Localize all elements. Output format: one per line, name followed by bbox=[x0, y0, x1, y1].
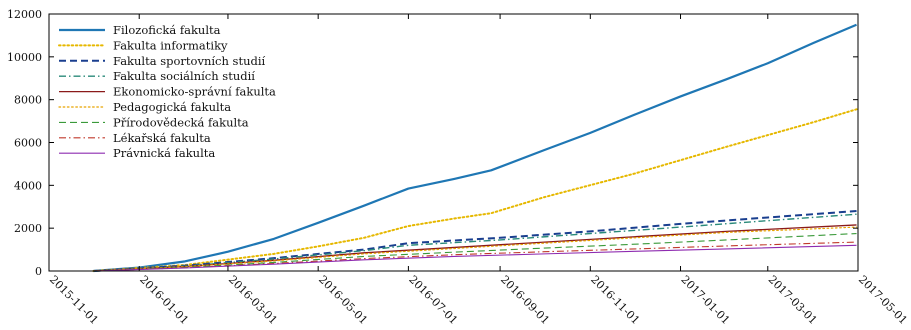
x-tick-label: 2017-01-01 bbox=[678, 273, 732, 326]
legend-item: Lékařská fakulta bbox=[59, 131, 211, 145]
y-tick-label: 8000 bbox=[14, 94, 42, 107]
series-line-9 bbox=[93, 244, 857, 272]
y-tick-label: 2000 bbox=[14, 222, 42, 235]
y-tick-label: 4000 bbox=[14, 179, 42, 192]
y-tick-label: 6000 bbox=[14, 137, 42, 150]
x-tick-label: 2017-03-01 bbox=[766, 273, 820, 326]
x-tick-label: 2016-07-01 bbox=[406, 273, 460, 326]
x-tick-label: 2016-03-01 bbox=[226, 273, 280, 326]
legend-item: Právnická fakulta bbox=[59, 146, 215, 160]
x-tick-label: 2016-01-01 bbox=[137, 273, 191, 326]
legend-label: Fakulta sportovních studií bbox=[113, 54, 266, 68]
series-line-2 bbox=[92, 108, 858, 272]
legend-item: Filozofická fakulta bbox=[59, 23, 221, 37]
legend-item: Fakulta sociálních studií bbox=[59, 69, 255, 83]
x-tick-label: 2016-11-01 bbox=[588, 273, 642, 326]
legend-item: Pedagogická fakulta bbox=[58, 100, 231, 114]
x-tick-label: 2016-05-01 bbox=[316, 273, 370, 326]
series-line-6 bbox=[92, 226, 858, 272]
x-tick-label: 2017-05-01 bbox=[856, 273, 910, 326]
y-tick-label: 12000 bbox=[7, 8, 42, 21]
series-line-4 bbox=[93, 213, 857, 272]
legend-item: Ekonomicko-správní fakulta bbox=[59, 85, 276, 99]
legend-item: Fakulta informatiky bbox=[58, 38, 228, 52]
series-line-7 bbox=[93, 232, 857, 272]
legend-item: Přírodovědecká fakulta bbox=[59, 115, 249, 129]
legend-label: Ekonomicko-správní fakulta bbox=[113, 85, 276, 99]
legend-label: Lékařská fakulta bbox=[113, 131, 211, 145]
x-tick-label: 2016-09-01 bbox=[498, 273, 552, 326]
legend-label: Filozofická fakulta bbox=[113, 23, 221, 37]
legend-label: Právnická fakulta bbox=[113, 146, 215, 160]
series-lines bbox=[92, 23, 858, 273]
legend-label: Fakulta sociálních studií bbox=[113, 69, 255, 83]
x-tick-label: 2015-11-01 bbox=[47, 273, 101, 326]
legend-item: Fakulta sportovních studií bbox=[59, 54, 266, 68]
y-tick-label: 0 bbox=[35, 265, 42, 278]
series-line-1 bbox=[93, 23, 857, 273]
y-axis: 0 2000 4000 6000 8000 10000 12000 bbox=[7, 8, 858, 278]
y-tick-label: 10000 bbox=[7, 51, 42, 64]
legend-label: Přírodovědecká fakulta bbox=[113, 115, 249, 129]
legend-label: Pedagogická fakulta bbox=[113, 100, 231, 114]
legend-label: Fakulta informatiky bbox=[113, 38, 228, 52]
